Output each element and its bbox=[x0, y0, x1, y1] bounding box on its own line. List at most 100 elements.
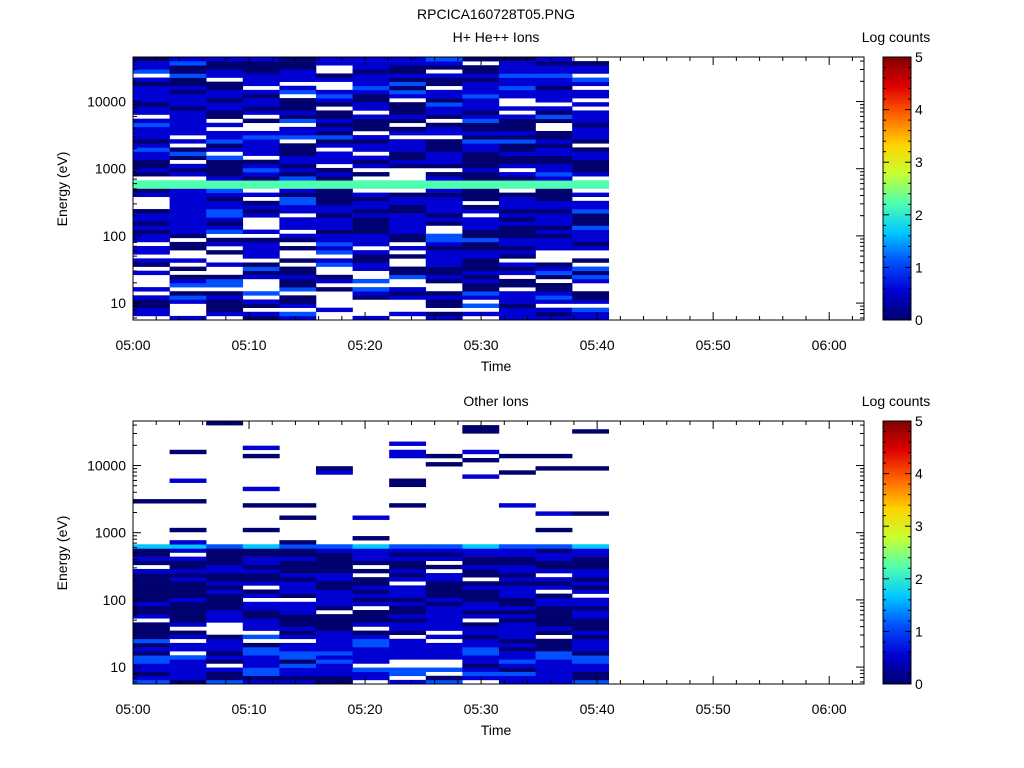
heatmap-cell bbox=[462, 151, 500, 156]
heatmap-cell bbox=[206, 250, 244, 255]
heatmap-cell bbox=[133, 651, 170, 656]
heatmap-cell bbox=[535, 671, 573, 677]
heatmap-cell bbox=[169, 209, 207, 214]
heatmap-cell bbox=[279, 315, 317, 321]
heatmap-cell bbox=[572, 667, 610, 672]
heatmap-cell bbox=[572, 295, 610, 300]
heatmap-cell bbox=[352, 221, 390, 226]
heatmap-cell bbox=[206, 73, 244, 78]
heatmap-cell bbox=[279, 151, 317, 156]
heatmap-cell bbox=[389, 667, 427, 672]
heatmap-cell bbox=[242, 548, 280, 553]
heatmap-cell bbox=[352, 634, 390, 640]
heatmap-cell bbox=[498, 65, 536, 70]
heatmap-cell bbox=[389, 246, 427, 251]
heatmap-cell bbox=[535, 663, 573, 668]
heatmap-cell bbox=[206, 647, 244, 652]
heatmap-cell bbox=[535, 192, 573, 198]
heatmap-cell bbox=[462, 254, 500, 259]
heatmap-cell bbox=[315, 126, 353, 132]
heatmap-cell bbox=[498, 57, 536, 62]
heatmap-cell bbox=[462, 614, 500, 619]
heatmap-cell bbox=[133, 675, 170, 681]
panel-2-colorbar-label: Log counts bbox=[862, 393, 931, 409]
heatmap-cell bbox=[389, 130, 427, 136]
heatmap-cell bbox=[535, 180, 573, 185]
heatmap-cell bbox=[425, 192, 463, 198]
heatmap-cell bbox=[389, 102, 427, 107]
x-tick-label: 06:00 bbox=[812, 701, 847, 717]
heatmap-cell bbox=[242, 445, 280, 451]
heatmap-cell bbox=[279, 176, 317, 181]
heatmap-cell bbox=[498, 560, 536, 566]
heatmap-cell bbox=[279, 77, 317, 82]
heatmap-cell bbox=[279, 217, 317, 222]
heatmap-cell bbox=[242, 610, 280, 615]
heatmap-cell bbox=[206, 303, 244, 308]
heatmap-cell bbox=[206, 122, 244, 128]
heatmap-cell bbox=[206, 634, 244, 640]
heatmap-cell bbox=[279, 184, 317, 189]
heatmap-cell bbox=[206, 89, 244, 95]
heatmap-cell bbox=[279, 209, 317, 214]
heatmap-cell bbox=[572, 172, 610, 177]
heatmap-cell bbox=[498, 679, 536, 685]
heatmap-cell bbox=[462, 192, 500, 198]
heatmap-cell bbox=[389, 266, 427, 271]
heatmap-cell bbox=[462, 159, 500, 165]
heatmap-cell bbox=[389, 159, 427, 165]
heatmap-cell bbox=[498, 630, 536, 635]
heatmap-cell bbox=[315, 167, 353, 173]
heatmap-cell bbox=[279, 287, 317, 292]
heatmap-cell bbox=[242, 667, 280, 672]
heatmap-cell bbox=[462, 250, 500, 255]
colorbar-gradient bbox=[882, 56, 912, 321]
heatmap-cell bbox=[425, 564, 463, 570]
heatmap-cell bbox=[462, 180, 500, 185]
heatmap-cell bbox=[169, 81, 207, 87]
heatmap-cell bbox=[206, 564, 244, 570]
heatmap-cell bbox=[169, 478, 207, 483]
heatmap-cell bbox=[462, 262, 500, 267]
heatmap-cell bbox=[498, 667, 536, 672]
heatmap-cell bbox=[242, 453, 280, 459]
heatmap-cell bbox=[352, 568, 390, 574]
heatmap-cell bbox=[242, 254, 280, 259]
heatmap-cell bbox=[462, 217, 500, 222]
heatmap-cell bbox=[462, 560, 500, 566]
heatmap-cell bbox=[389, 192, 427, 198]
heatmap-cell bbox=[572, 671, 610, 677]
heatmap-cell bbox=[242, 61, 280, 66]
heatmap-cell bbox=[352, 217, 390, 222]
heatmap-cell bbox=[535, 139, 573, 144]
heatmap-cell bbox=[169, 77, 207, 82]
heatmap-cell bbox=[133, 556, 170, 562]
heatmap-cell bbox=[498, 126, 536, 132]
heatmap-cell bbox=[498, 262, 536, 267]
heatmap-cell bbox=[242, 299, 280, 304]
heatmap-cell bbox=[352, 630, 390, 635]
heatmap-cell bbox=[133, 287, 170, 292]
heatmap-cell bbox=[169, 85, 207, 91]
heatmap-cell bbox=[535, 106, 573, 111]
heatmap-cell bbox=[279, 303, 317, 308]
heatmap-cell bbox=[352, 655, 390, 660]
heatmap-cell bbox=[462, 77, 500, 82]
heatmap-cell bbox=[206, 610, 244, 615]
heatmap-cell bbox=[352, 122, 390, 128]
heatmap-cell bbox=[389, 482, 427, 488]
heatmap-cell bbox=[535, 299, 573, 304]
heatmap-cell bbox=[535, 81, 573, 87]
heatmap-cell bbox=[133, 69, 170, 74]
heatmap-cell bbox=[389, 638, 427, 644]
heatmap-cell bbox=[572, 270, 610, 276]
heatmap-cell bbox=[315, 122, 353, 128]
heatmap-cell bbox=[425, 548, 463, 553]
heatmap-cell bbox=[279, 679, 317, 685]
heatmap-cell bbox=[279, 647, 317, 652]
heatmap-cell bbox=[462, 147, 500, 152]
heatmap-cell bbox=[389, 126, 427, 132]
heatmap-cell bbox=[352, 601, 390, 607]
heatmap-cell bbox=[389, 671, 427, 677]
heatmap-cell bbox=[535, 453, 573, 459]
